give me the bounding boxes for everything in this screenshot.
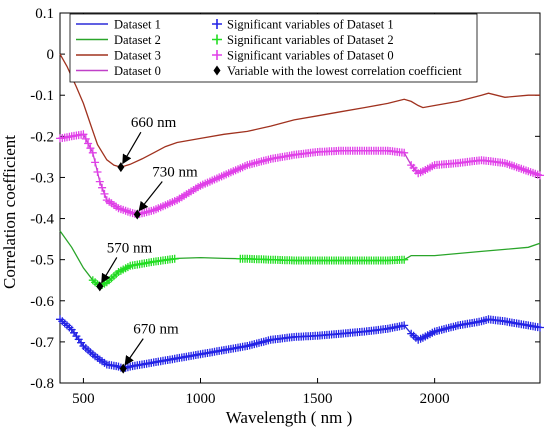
significant-markers-dataset-0 [56,130,544,219]
legend-label: Dataset 3 [114,49,161,63]
marker-layer [56,130,544,373]
significant-markers-dataset-1 [56,315,544,373]
significant-marker [400,255,409,264]
significant-marker [81,134,90,143]
lowest-correlation-marker [117,162,125,173]
significant-markers-dataset-2 [88,254,409,291]
significant-marker [536,323,544,332]
plot-frame [59,12,541,384]
significant-marker [100,189,109,198]
legend-label: Significant variables of Dataset 0 [227,49,394,63]
significant-marker [91,158,100,167]
annotation-label: 570 nm [107,240,153,256]
significant-marker [86,144,95,153]
x-tick-label: 1000 [185,391,215,407]
annotation-arrow [124,338,144,366]
y-tick-label: 0 [47,47,55,63]
y-tick-label: -0.2 [30,129,54,145]
y-tick-label: -0.3 [30,170,54,186]
legend-label: Dataset 2 [114,33,161,47]
legend-label: Dataset 0 [114,64,161,78]
annotation-arrow [138,181,163,212]
x-tick-label: 2000 [420,391,450,407]
legend-plus-swatch [212,34,222,45]
y-tick-label: -0.8 [30,376,54,392]
legend-diamond-swatch [213,65,221,76]
annotation-label: 660 nm [131,115,177,131]
y-tick-label: 0.1 [35,6,54,22]
significant-marker [170,254,179,263]
significant-marker [400,321,409,330]
annotation-label: 730 nm [152,164,198,180]
y-tick-label: -0.7 [30,335,54,351]
legend-label: Significant variables of Dataset 1 [227,18,394,32]
significant-marker [93,168,102,176]
legend-label: Dataset 1 [114,18,161,32]
significant-marker [88,148,97,157]
axes-layer: 500 1000 1500 2000 0.1 0 -0.1 -0.2 -0.3 -0.4 -0.5 -… [30,6,541,407]
series-line-dataset-3 [59,53,540,168]
x-axis-title: Wavelength ( nm ) [226,408,353,427]
lowest-correlation-marker [119,363,127,374]
legend-box [69,13,478,83]
series-line-dataset-2 [59,230,541,288]
x-tick-label: 500 [72,391,95,407]
annotation-arrow [101,257,118,284]
legend-plus-swatch [212,50,222,60]
y-axis-title: Correlation coefficient [0,135,19,289]
legend-label: Significant variables of Dataset 2 [227,33,394,47]
x-tick-label: 1500 [303,391,333,407]
annotation-label: 670 nm [133,322,179,338]
y-tick-label: -0.6 [30,294,54,310]
legend-plus-swatch [212,19,222,29]
lowest-correlation-marker [133,209,141,220]
y-tick-label: -0.1 [30,88,54,104]
significant-marker [79,130,88,139]
legend-label: Variable with the lowest correlation coe… [227,64,462,78]
significant-marker [84,139,93,148]
y-tick-label: -0.4 [30,212,54,228]
annotation-layer: 660 nm 730 nm 570 nm 670 nm [96,115,198,374]
lowest-correlation-marker [96,281,104,292]
annotation-arrow [122,131,142,165]
significant-marker [95,177,104,186]
significant-marker [536,171,544,180]
y-tick-label: -0.5 [30,253,54,269]
significant-marker [98,183,107,192]
significant-marker [400,148,409,157]
